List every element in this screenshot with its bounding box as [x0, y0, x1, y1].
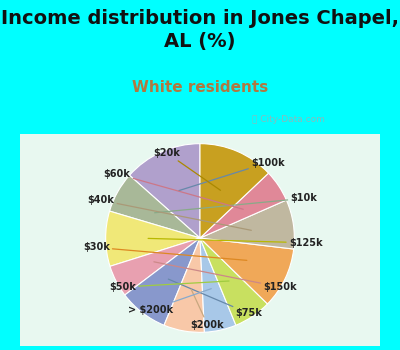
Wedge shape — [125, 238, 200, 325]
Wedge shape — [200, 200, 294, 249]
Text: $200k: $200k — [191, 289, 224, 330]
Text: $40k: $40k — [88, 195, 251, 230]
Wedge shape — [200, 238, 294, 304]
Wedge shape — [110, 238, 200, 295]
Text: $10k: $10k — [155, 193, 317, 213]
Text: $75k: $75k — [168, 279, 262, 318]
Wedge shape — [130, 144, 200, 238]
Text: $50k: $50k — [109, 281, 229, 292]
Wedge shape — [110, 175, 200, 238]
Text: ⓘ City-Data.com: ⓘ City-Data.com — [252, 116, 325, 125]
Text: Income distribution in Jones Chapel,
AL (%): Income distribution in Jones Chapel, AL … — [1, 9, 399, 51]
Text: $60k: $60k — [104, 169, 243, 209]
Wedge shape — [200, 144, 268, 238]
Wedge shape — [200, 238, 268, 325]
Wedge shape — [200, 173, 286, 238]
Text: $30k: $30k — [83, 243, 247, 260]
Wedge shape — [106, 211, 200, 266]
Text: > $200k: > $200k — [128, 289, 211, 315]
Text: $125k: $125k — [148, 238, 322, 248]
Text: $150k: $150k — [154, 262, 297, 292]
Wedge shape — [164, 238, 204, 332]
Text: White residents: White residents — [132, 80, 268, 96]
Wedge shape — [200, 238, 236, 332]
Text: $100k: $100k — [179, 158, 285, 191]
Text: $20k: $20k — [154, 148, 220, 190]
